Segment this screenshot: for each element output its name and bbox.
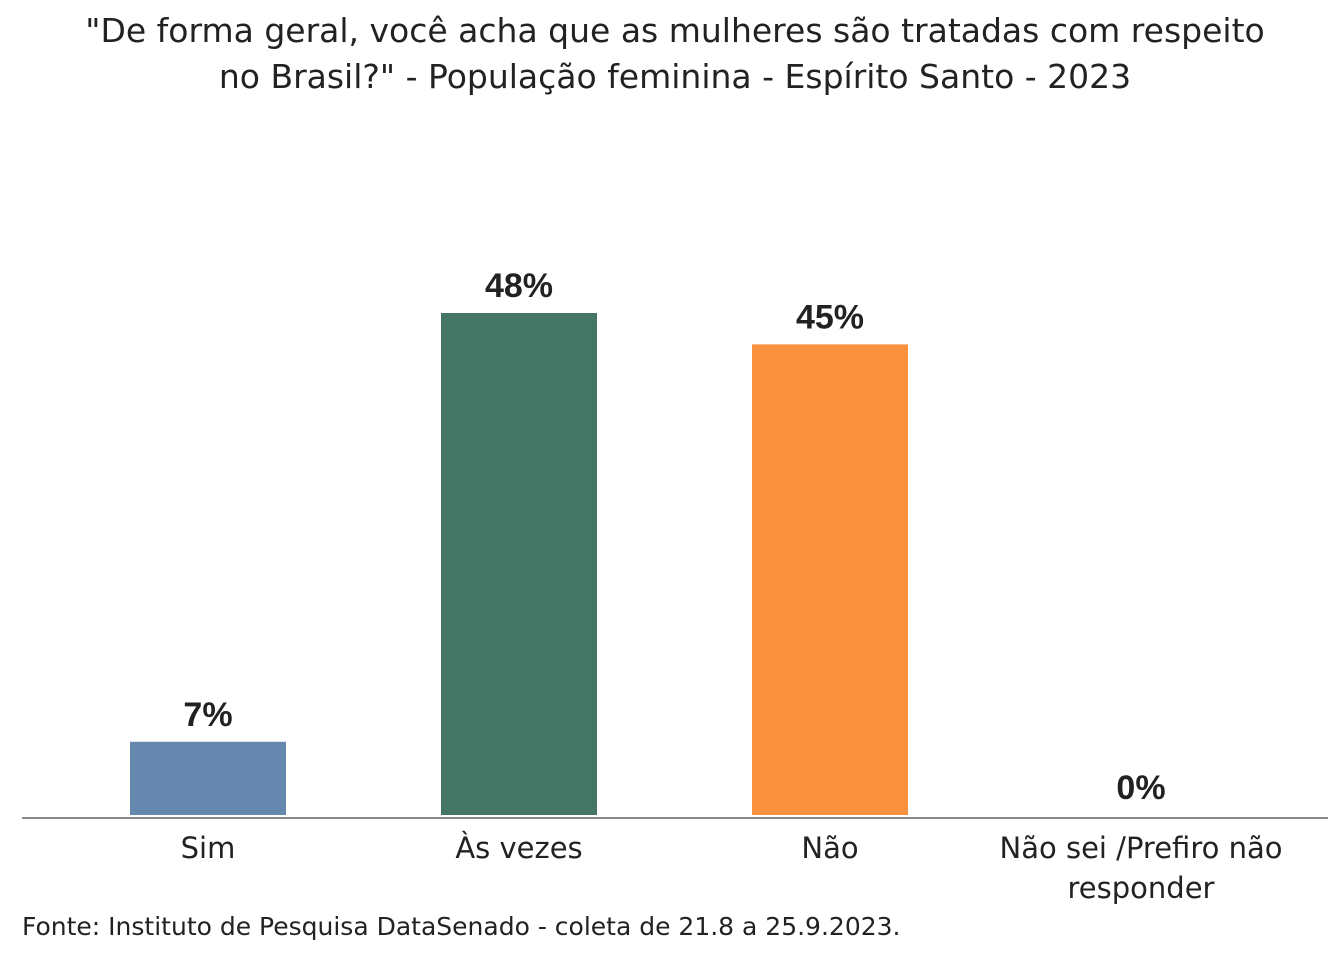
data-label: 48% (485, 267, 553, 305)
chart-title-wrap: "De forma geral, você acha que as mulher… (80, 8, 1270, 100)
data-label: 0% (1116, 769, 1165, 807)
category-tick-label: Às vezes (455, 831, 582, 865)
category-tick-label: Não sei /Prefiro não (1000, 831, 1283, 865)
bar (441, 313, 597, 815)
bar (130, 741, 286, 815)
chart-title: "De forma geral, você acha que as mulher… (85, 11, 1265, 96)
category-tick-label: responder (1068, 871, 1215, 905)
data-label: 45% (796, 298, 864, 336)
category-tick-label: Sim (181, 831, 236, 865)
category-tick-label: Não (801, 831, 858, 865)
source-note: Fonte: Instituto de Pesquisa DataSenado … (22, 912, 901, 941)
bar (752, 344, 908, 815)
data-label: 7% (183, 696, 232, 734)
